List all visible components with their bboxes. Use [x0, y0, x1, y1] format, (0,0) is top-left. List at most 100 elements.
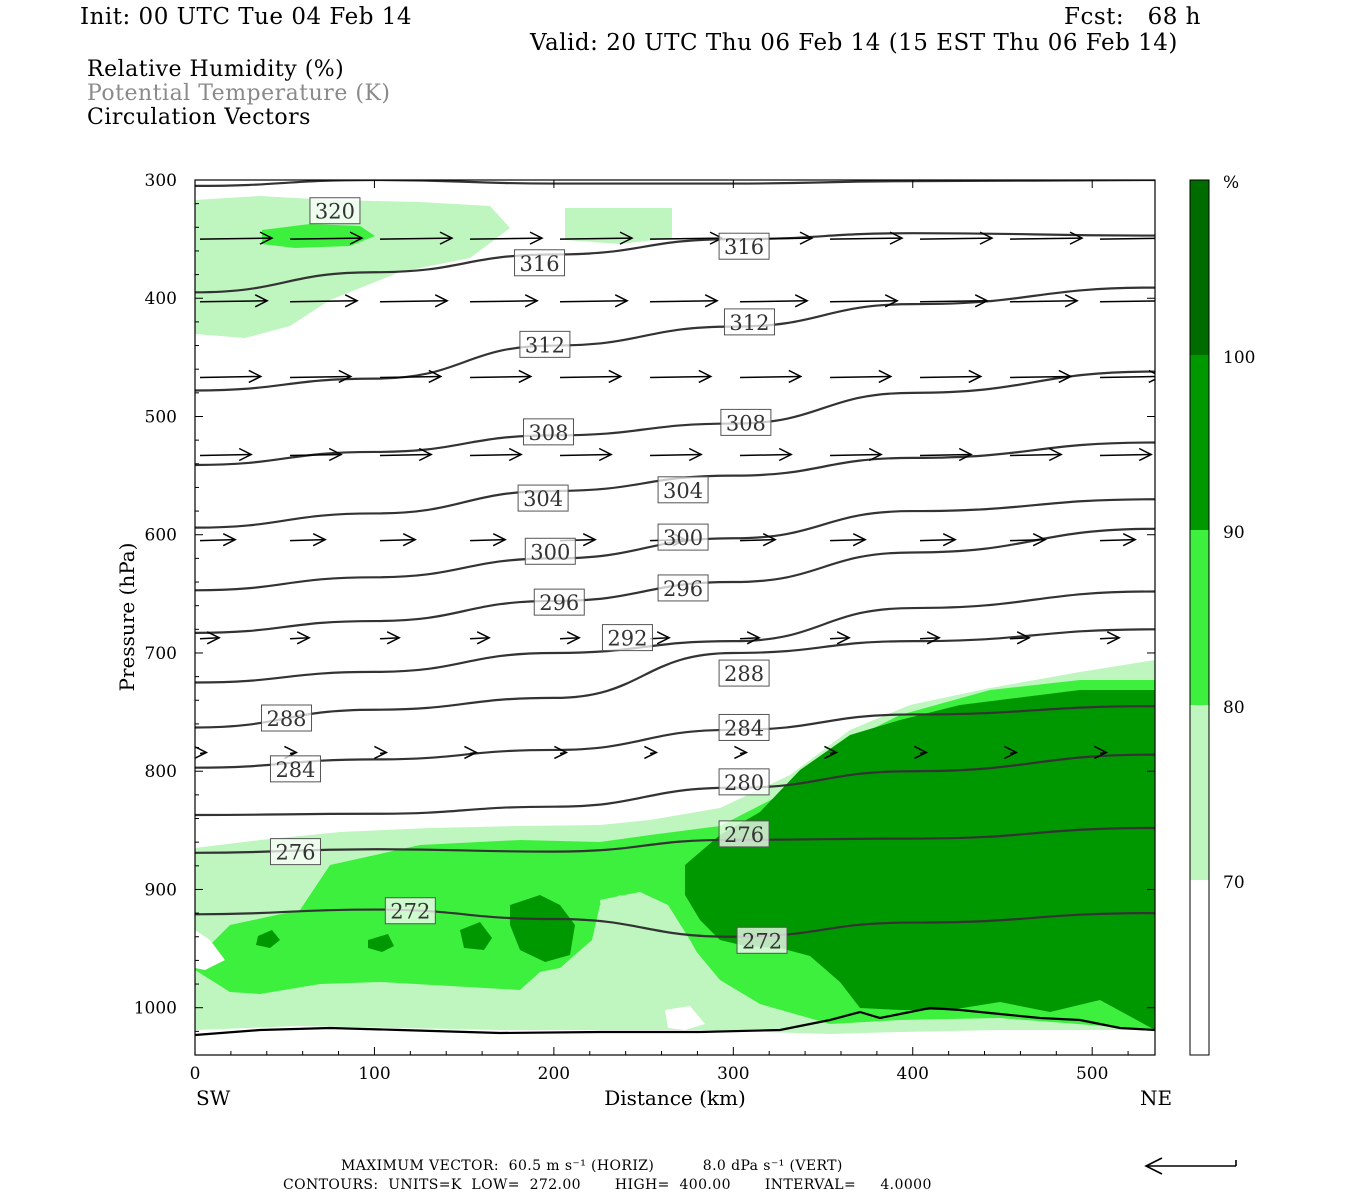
vector-arrow — [1099, 532, 1137, 547]
vector-arrow — [559, 447, 613, 462]
colorbar-level-label: 90 — [1223, 523, 1245, 543]
contour-label-284: 284 — [718, 713, 770, 741]
vector-arrow — [739, 631, 761, 645]
theta-contour-288 — [195, 628, 1155, 729]
vector-arrow — [919, 294, 989, 308]
y-axis: 300 400 500 600 700 800 900 1000 — [134, 171, 1155, 1032]
vector-arrow — [919, 369, 983, 384]
vector-arrow — [464, 745, 479, 760]
vector-arrow — [1009, 631, 1031, 645]
colorbar-segment — [1190, 705, 1209, 880]
relative-humidity-fill — [195, 196, 1155, 1034]
theta-contour-320 — [195, 180, 1155, 188]
vector-arrow — [289, 231, 364, 245]
theta-contours — [195, 180, 1155, 938]
vector-arrow — [829, 369, 893, 384]
svg-text:272: 272 — [742, 929, 782, 953]
y-axis-title: Pressure (hPa) — [115, 543, 139, 692]
svg-text:280: 280 — [724, 771, 764, 795]
x-axis-title: Distance (km) — [604, 1086, 746, 1110]
vector-arrow — [739, 369, 803, 384]
contour-label-276: 276 — [269, 838, 321, 866]
contour-label-288: 288 — [718, 659, 770, 687]
svg-text:296: 296 — [539, 591, 579, 615]
vector-arrow — [559, 231, 634, 245]
svg-text:300: 300 — [530, 540, 570, 564]
y-tick-label: 400 — [145, 289, 177, 309]
vector-arrow — [1004, 745, 1019, 760]
y-tick-label: 700 — [145, 644, 177, 664]
terrain-line — [194, 1006, 1156, 1037]
x-axis: 0 100 200 300 400 500 — [190, 180, 1129, 1084]
theta-contour-280 — [195, 753, 1155, 817]
vector-arrow — [289, 447, 343, 462]
svg-text:312: 312 — [729, 311, 769, 335]
vector-arrow — [649, 369, 713, 384]
colorbar-segment — [1190, 355, 1209, 530]
svg-text:272: 272 — [390, 900, 430, 924]
svg-text:312: 312 — [525, 333, 565, 357]
rh-90-region-small-4 — [256, 930, 280, 948]
contour-labels: 320 316 316 312 312 308 308 304 304 300 300 296 296 2… — [261, 197, 788, 954]
svg-text:276: 276 — [275, 841, 315, 865]
vector-arrow — [559, 369, 623, 384]
contour-label-300: 300 — [657, 523, 709, 551]
y-tick-label: 600 — [145, 526, 177, 546]
colorbar-unit: % — [1223, 173, 1239, 193]
vector-arrow — [1009, 532, 1047, 547]
theta-contour-308 — [195, 370, 1155, 467]
vector-arrow — [199, 631, 221, 645]
vector-arrow — [469, 369, 533, 384]
vector-arrow — [289, 532, 327, 547]
colorbar-level-label: 80 — [1223, 698, 1245, 718]
svg-text:288: 288 — [724, 662, 764, 686]
contour-label-312: 312 — [723, 308, 775, 336]
vector-arrow — [649, 631, 671, 645]
vector-arrow — [829, 294, 899, 308]
theta-contour-276 — [195, 826, 1155, 854]
y-tick-label: 500 — [145, 407, 177, 427]
colorbar: 100 90 80 70% — [1189, 173, 1255, 1056]
theta-contour-284 — [195, 705, 1155, 769]
vector-arrow — [559, 631, 581, 645]
vector-arrow — [1099, 369, 1155, 384]
colorbar-frame — [1189, 179, 1210, 1056]
svg-text:316: 316 — [724, 235, 764, 259]
contour-label-292: 292 — [601, 624, 653, 652]
vector-arrow — [199, 294, 269, 308]
vector-arrow — [379, 631, 401, 645]
svg-text:320: 320 — [315, 200, 355, 224]
svg-text:304: 304 — [663, 479, 703, 503]
svg-text:296: 296 — [663, 577, 703, 601]
vector-arrow — [919, 532, 957, 547]
x-axis-right-endpoint: NE — [1140, 1086, 1172, 1110]
x-axis-left-endpoint: SW — [196, 1086, 231, 1110]
rh-70-region-upper-2 — [565, 208, 672, 244]
vector-arrow — [199, 231, 274, 245]
vector-arrow — [289, 631, 311, 645]
contour-label-272: 272 — [384, 897, 436, 925]
vector-arrow — [199, 447, 253, 462]
x-tick-label: 300 — [717, 1064, 749, 1084]
theta-contour-300 — [195, 498, 1155, 592]
vector-arrow — [469, 631, 491, 645]
x-tick-label: 100 — [358, 1064, 390, 1084]
forecast-hour: Fcst: 68 h — [1064, 4, 1201, 30]
rh-90-region — [685, 690, 1155, 1030]
vector-arrow — [469, 532, 507, 547]
rh-80-region-upper — [262, 224, 375, 248]
colorbar-segment — [1190, 880, 1209, 1055]
contour-label-300: 300 — [524, 537, 576, 565]
vector-arrow — [1009, 447, 1063, 462]
theta-contour-292 — [195, 590, 1155, 684]
rh-90-region-small-3 — [368, 934, 394, 952]
vector-arrow — [644, 745, 659, 760]
vector-arrow — [1094, 745, 1109, 760]
contour-label-316: 316 — [514, 249, 566, 277]
vector-arrow — [739, 294, 809, 308]
contour-label-288: 288 — [261, 704, 313, 732]
vector-arrow — [199, 369, 263, 384]
contour-label-296: 296 — [533, 588, 585, 616]
contour-info: CONTOURS: UNITS=K LOW= 272.00 HIGH= 400.… — [283, 1177, 932, 1193]
vector-arrow — [1099, 447, 1153, 462]
